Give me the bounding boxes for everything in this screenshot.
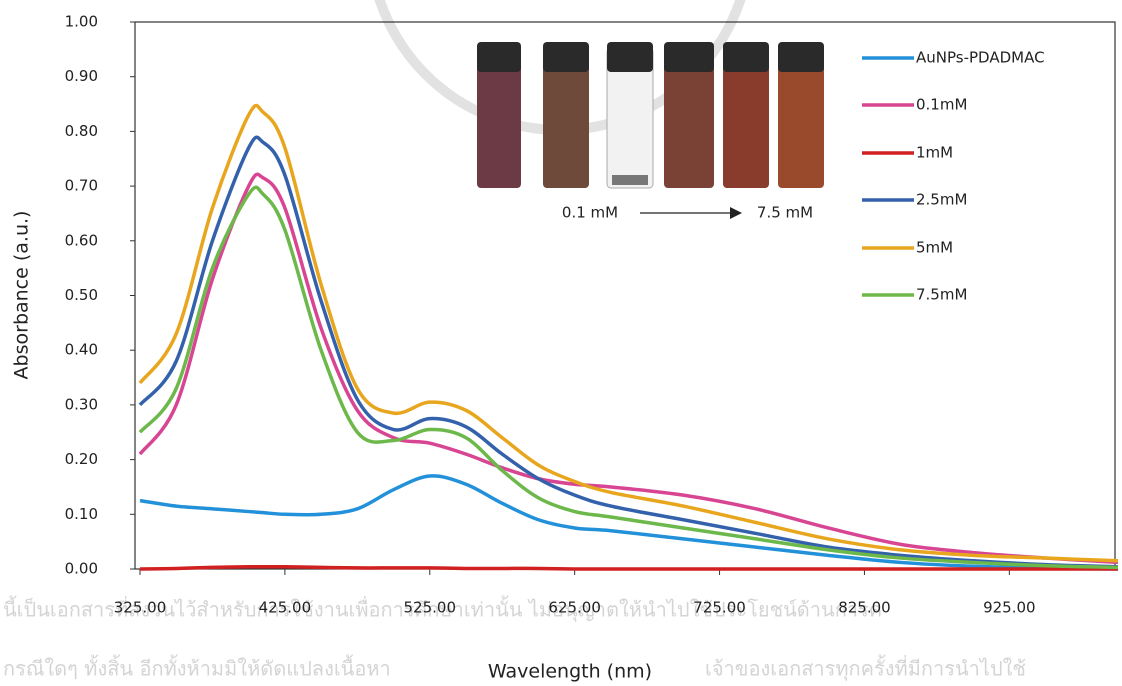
y-tick-label: 0.20 <box>65 450 98 468</box>
x-tick-label: 625.00 <box>548 599 601 617</box>
legend-label: 5mM <box>916 239 953 257</box>
data-line <box>138 135 1119 569</box>
legend-label: 1mM <box>916 144 953 162</box>
data-line <box>139 565 1118 571</box>
legend-label: 7.5mM <box>916 286 967 304</box>
watermark-text: กรณีใดๆ ทั้งสิ้น อีกทั้งห้ามมิให้ดัดแปลง… <box>3 655 391 681</box>
y-axis-title: Absorbance (a.u.) <box>11 211 33 380</box>
x-axis-title: Wavelength (nm) <box>488 661 652 683</box>
inset-photo <box>477 42 824 219</box>
y-tick-label: 1.00 <box>65 13 98 31</box>
y-tick-label: 0.30 <box>65 395 98 413</box>
legend-label: 2.5mM <box>916 191 967 209</box>
x-tick-label: 825.00 <box>838 599 891 617</box>
y-tick-label: 0.80 <box>65 122 98 140</box>
x-tick-label: 325.00 <box>114 599 167 617</box>
inset-label: 0.1 mM <box>562 204 618 222</box>
legend-label: AuNPs-PDADMAC <box>916 49 1045 67</box>
data-line <box>139 474 1119 571</box>
y-tick-label: 0.50 <box>65 286 98 304</box>
x-tick-label: 925.00 <box>983 599 1036 617</box>
y-tick-label: 0.10 <box>65 505 98 523</box>
y-tick-label: 0.40 <box>65 341 98 359</box>
y-tick-label: 0.60 <box>65 231 98 249</box>
inset-label: 7.5 mM <box>757 204 813 222</box>
x-tick-label: 425.00 <box>259 599 312 617</box>
y-tick-label: 0.00 <box>65 560 98 578</box>
x-tick-label: 725.00 <box>693 599 746 617</box>
watermark-text: นี้เป็นเอกสารที่สงวนไว้สำหรับการใช้งานเพ… <box>3 596 882 623</box>
legend-label: 0.1mM <box>916 96 967 114</box>
data-line <box>138 172 1119 565</box>
y-tick-label: 0.70 <box>65 177 98 195</box>
data-line <box>138 103 1119 563</box>
data-line <box>138 185 1119 570</box>
y-tick-label: 0.90 <box>65 67 98 85</box>
watermark-text: เจ้าของเอกสารทุกครั้งที่มีการนำไปใช้ <box>705 655 1026 682</box>
x-tick-label: 525.00 <box>404 599 457 617</box>
